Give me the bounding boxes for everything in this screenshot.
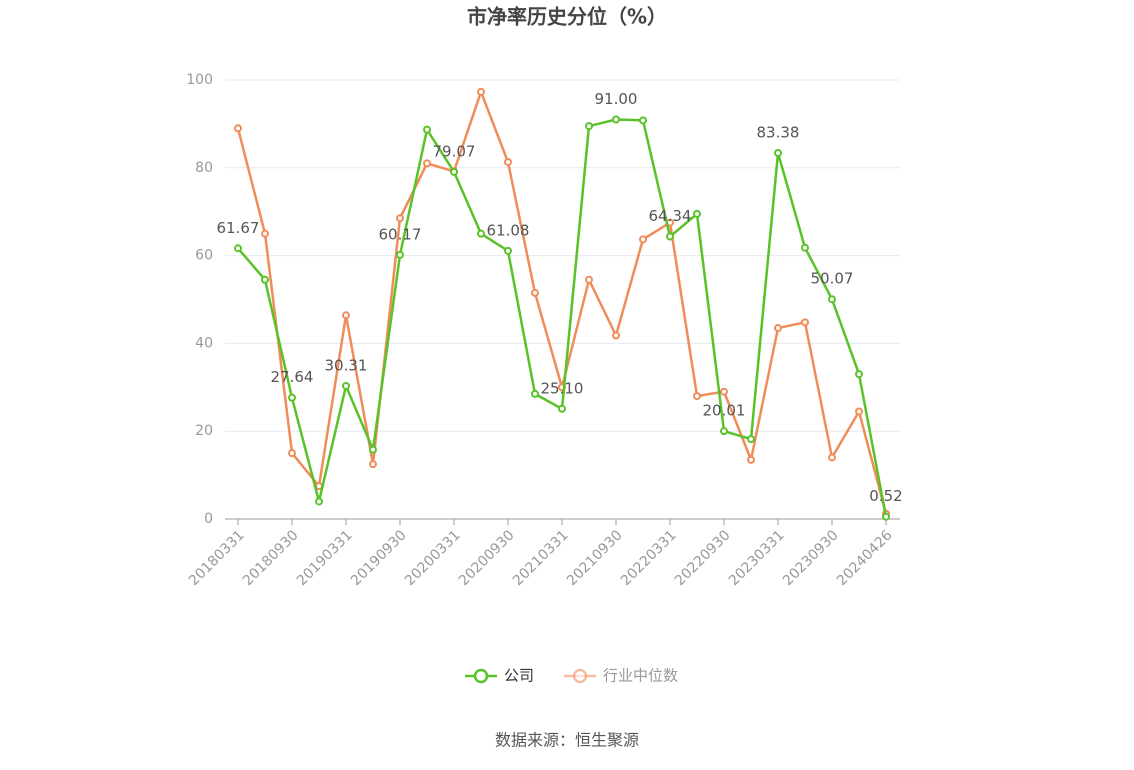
data-label: 64.34 <box>649 207 692 225</box>
point <box>504 158 512 167</box>
x-tick-label: 20230331 <box>726 527 788 589</box>
y-tick-label: 60 <box>195 248 213 264</box>
point <box>369 445 377 454</box>
point <box>558 404 566 413</box>
point <box>531 389 539 398</box>
point <box>855 370 863 379</box>
point <box>261 275 269 284</box>
x-tick-label: 20240426 <box>834 527 896 589</box>
point <box>612 331 620 340</box>
y-tick-label: 80 <box>195 160 213 176</box>
point <box>693 392 701 401</box>
point <box>828 453 836 462</box>
y-tick-label: 40 <box>195 335 213 351</box>
point <box>477 229 485 238</box>
y-tick-label: 20 <box>195 423 213 439</box>
series-line <box>236 88 888 515</box>
point <box>234 124 242 133</box>
point <box>396 214 404 223</box>
point <box>828 295 836 304</box>
point <box>882 512 890 521</box>
x-tick-label: 20200930 <box>456 527 518 589</box>
point <box>774 324 782 333</box>
legend-marker <box>572 668 588 684</box>
source: 数据来源：恒生聚源 <box>495 731 639 750</box>
chart-title: 市净率历史分位（%） <box>467 5 667 29</box>
point <box>747 435 755 444</box>
x-tick-label: 20200331 <box>402 527 464 589</box>
point <box>504 246 512 255</box>
point <box>423 125 431 134</box>
x-tick-label: 20180930 <box>240 527 302 589</box>
point <box>477 87 485 96</box>
point <box>396 250 404 259</box>
data-label: 79.07 <box>433 142 476 160</box>
data-label: 27.64 <box>271 368 314 386</box>
point <box>288 449 296 458</box>
point <box>801 318 809 327</box>
x-tick-label: 20220930 <box>672 527 734 589</box>
data-label: 30.31 <box>325 356 368 374</box>
x-tick-label: 20180331 <box>186 527 248 589</box>
x-tick-label: 20210331 <box>510 527 572 589</box>
x-tick-label: 20230930 <box>780 527 842 589</box>
point <box>720 387 728 396</box>
point <box>234 244 242 253</box>
point <box>585 122 593 131</box>
point <box>693 209 701 218</box>
y-tick-label: 0 <box>204 511 213 527</box>
y-tick-label: 100 <box>186 72 213 88</box>
legend-label: 公司 <box>504 667 534 685</box>
point <box>639 235 647 244</box>
data-label: 61.08 <box>487 221 530 239</box>
point <box>666 232 674 241</box>
point <box>342 381 350 390</box>
x-tick-label: 20210930 <box>564 527 626 589</box>
point <box>801 243 809 252</box>
data-label: 83.38 <box>757 123 800 141</box>
data-label: 25.10 <box>541 379 584 397</box>
series-line <box>237 118 888 517</box>
x-tick-label: 20190930 <box>348 527 410 589</box>
legend-marker <box>473 668 489 684</box>
point <box>261 229 269 238</box>
point <box>315 497 323 506</box>
x-tick-label: 20190331 <box>294 527 356 589</box>
data-label: 50.07 <box>811 270 854 288</box>
data-label: 60.17 <box>379 225 422 243</box>
point <box>531 288 539 297</box>
point <box>342 311 350 320</box>
data-label: 91.00 <box>595 90 638 108</box>
point <box>774 148 782 157</box>
data-label: 20.01 <box>703 402 746 420</box>
data-label: 0.52 <box>869 487 902 505</box>
point <box>639 116 647 125</box>
point <box>423 159 431 168</box>
point <box>855 407 863 416</box>
x-tick-label: 20220331 <box>618 527 680 589</box>
point <box>747 455 755 464</box>
point <box>450 167 458 176</box>
data-label: 61.67 <box>217 219 260 237</box>
point <box>720 427 728 436</box>
legend-label: 行业中位数 <box>603 667 678 685</box>
point <box>612 115 620 124</box>
point <box>369 460 377 469</box>
point <box>288 393 296 402</box>
point <box>585 275 593 284</box>
